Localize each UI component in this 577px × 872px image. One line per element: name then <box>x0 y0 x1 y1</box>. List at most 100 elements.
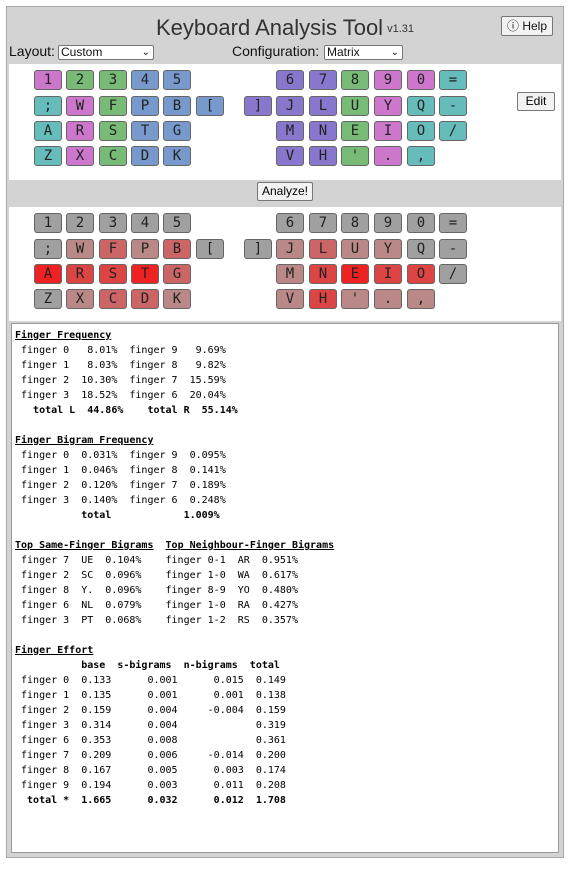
analyze-button[interactable]: Analyze! <box>257 182 313 201</box>
layout-select-value: Custom <box>61 45 102 59</box>
layout-key[interactable]: I <box>374 121 402 141</box>
layout-key[interactable]: / <box>439 121 467 141</box>
layout-key[interactable]: 5 <box>163 70 191 90</box>
layout-key[interactable]: [ <box>196 96 224 116</box>
layout-key[interactable]: D <box>131 146 159 166</box>
layout-key[interactable]: P <box>131 96 159 116</box>
heatmap-key: 9 <box>374 213 402 233</box>
layout-key[interactable]: R <box>66 121 94 141</box>
layout-key[interactable]: T <box>131 121 159 141</box>
frequency-row: finger 2 10.30% finger 7 15.59% <box>15 375 226 386</box>
layout-key[interactable]: , <box>407 146 435 166</box>
layout-key[interactable]: 4 <box>131 70 159 90</box>
effort-header-row: base s-bigrams n-bigrams total <box>15 660 280 671</box>
heatmap-key: K <box>163 289 191 309</box>
layout-key[interactable]: B <box>163 96 191 116</box>
layout-keyboard-panel: Edit 1 2 3 4 5 6 7 8 9 0 =; W F P B[] J L U Y Q - A R S T G M N E I O /… <box>9 64 561 180</box>
heatmap-key: Z <box>34 289 62 309</box>
layout-key[interactable]: C <box>99 146 127 166</box>
layout-key[interactable]: L <box>309 96 337 116</box>
top-bigram-row: finger 7 UE 0.104% finger 0-1 AR 0.951% <box>15 555 298 566</box>
layout-key[interactable]: H <box>309 146 337 166</box>
version-label: v1.31 <box>387 23 414 35</box>
edit-button[interactable]: Edit <box>517 92 555 111</box>
layout-key[interactable]: J <box>276 96 304 116</box>
heatmap-key: 3 <box>99 213 127 233</box>
layout-key[interactable]: X <box>66 146 94 166</box>
layout-key[interactable]: N <box>309 121 337 141</box>
layout-key[interactable]: G <box>163 121 191 141</box>
layout-key[interactable]: M <box>276 121 304 141</box>
heatmap-key: ] <box>244 239 272 259</box>
heatmap-key: / <box>439 264 467 284</box>
heatmap-key: W <box>66 239 94 259</box>
layout-key[interactable]: V <box>276 146 304 166</box>
heatmap-key: E <box>341 264 369 284</box>
layout-key[interactable]: = <box>439 70 467 90</box>
help-button[interactable]: ⓘ Help <box>501 16 553 36</box>
frequency-total-row: total L 44.86% total R 55.14% <box>15 405 238 416</box>
layout-key[interactable]: S <box>99 121 127 141</box>
effort-row: finger 2 0.159 0.004 -0.004 0.159 <box>15 705 286 716</box>
configuration-select-value: Matrix <box>327 45 360 59</box>
effort-total-row: total * 1.665 0.032 0.012 1.708 <box>15 795 286 806</box>
layout-key[interactable]: F <box>99 96 127 116</box>
heatmap-key: D <box>131 289 159 309</box>
heatmap-key: 5 <box>163 213 191 233</box>
top-bigram-row: finger 2 SC 0.096% finger 1-0 WA 0.617% <box>15 570 298 581</box>
layout-key[interactable]: Z <box>34 146 62 166</box>
layout-key[interactable]: 2 <box>66 70 94 90</box>
layout-key[interactable]: Q <box>407 96 435 116</box>
heatmap-key: . <box>374 289 402 309</box>
heatmap-key: ; <box>34 239 62 259</box>
heatmap-key: 6 <box>276 213 304 233</box>
heatmap-key: - <box>439 239 467 259</box>
configuration-select[interactable]: Matrix ⌄ <box>324 45 403 60</box>
frequency-row: finger 3 18.52% finger 6 20.04% <box>15 390 226 401</box>
layout-key[interactable]: U <box>341 96 369 116</box>
layout-key[interactable]: E <box>341 121 369 141</box>
layout-key[interactable]: . <box>374 146 402 166</box>
top-bigram-row: finger 6 NL 0.079% finger 1-0 RA 0.427% <box>15 600 298 611</box>
heatmap-key: S <box>99 264 127 284</box>
layout-key[interactable]: ] <box>244 96 272 116</box>
heatmap-key: T <box>131 264 159 284</box>
layout-key[interactable]: 9 <box>374 70 402 90</box>
heatmap-key: 2 <box>66 213 94 233</box>
layout-key[interactable]: O <box>407 121 435 141</box>
effort-row: finger 6 0.353 0.008 0.361 <box>15 735 286 746</box>
heatmap-key: = <box>439 213 467 233</box>
layout-key[interactable]: ' <box>341 146 369 166</box>
layout-key[interactable]: K <box>163 146 191 166</box>
heatmap-key: , <box>407 289 435 309</box>
app-window: Keyboard Analysis Tool v1.31 ⓘ Help Layou… <box>6 6 564 858</box>
layout-key[interactable]: 1 <box>34 70 62 90</box>
layout-select[interactable]: Custom ⌄ <box>58 45 154 60</box>
heatmap-key: Q <box>407 239 435 259</box>
heatmap-key: G <box>163 264 191 284</box>
heatmap-key: 4 <box>131 213 159 233</box>
layout-key[interactable]: W <box>66 96 94 116</box>
heatmap-key: N <box>309 264 337 284</box>
bigram-row: finger 2 0.120% finger 7 0.189% <box>15 480 226 491</box>
finger-effort-heading: Finger Effort <box>15 645 93 656</box>
analysis-report: Finger Frequency finger 0 8.01% finger 9… <box>11 323 559 853</box>
layout-key[interactable]: 6 <box>276 70 304 90</box>
layout-key[interactable]: A <box>34 121 62 141</box>
layout-key[interactable]: ; <box>34 96 62 116</box>
heatmap-key: 7 <box>309 213 337 233</box>
heatmap-key: B <box>163 239 191 259</box>
layout-key[interactable]: Y <box>374 96 402 116</box>
bigram-frequency-heading: Finger Bigram Frequency <box>15 435 153 446</box>
bigram-total-row: total 1.009% <box>15 510 220 521</box>
layout-key[interactable]: 7 <box>309 70 337 90</box>
layout-key[interactable]: - <box>439 96 467 116</box>
heatmap-key: [ <box>196 239 224 259</box>
heatmap-key: P <box>131 239 159 259</box>
layout-key[interactable]: 8 <box>341 70 369 90</box>
effort-row: finger 7 0.209 0.006 -0.014 0.200 <box>15 750 286 761</box>
top-bigram-row: finger 3 PT 0.068% finger 1-2 RS 0.357% <box>15 615 298 626</box>
layout-key[interactable]: 3 <box>99 70 127 90</box>
layout-key[interactable]: 0 <box>407 70 435 90</box>
heatmap-key: 8 <box>341 213 369 233</box>
